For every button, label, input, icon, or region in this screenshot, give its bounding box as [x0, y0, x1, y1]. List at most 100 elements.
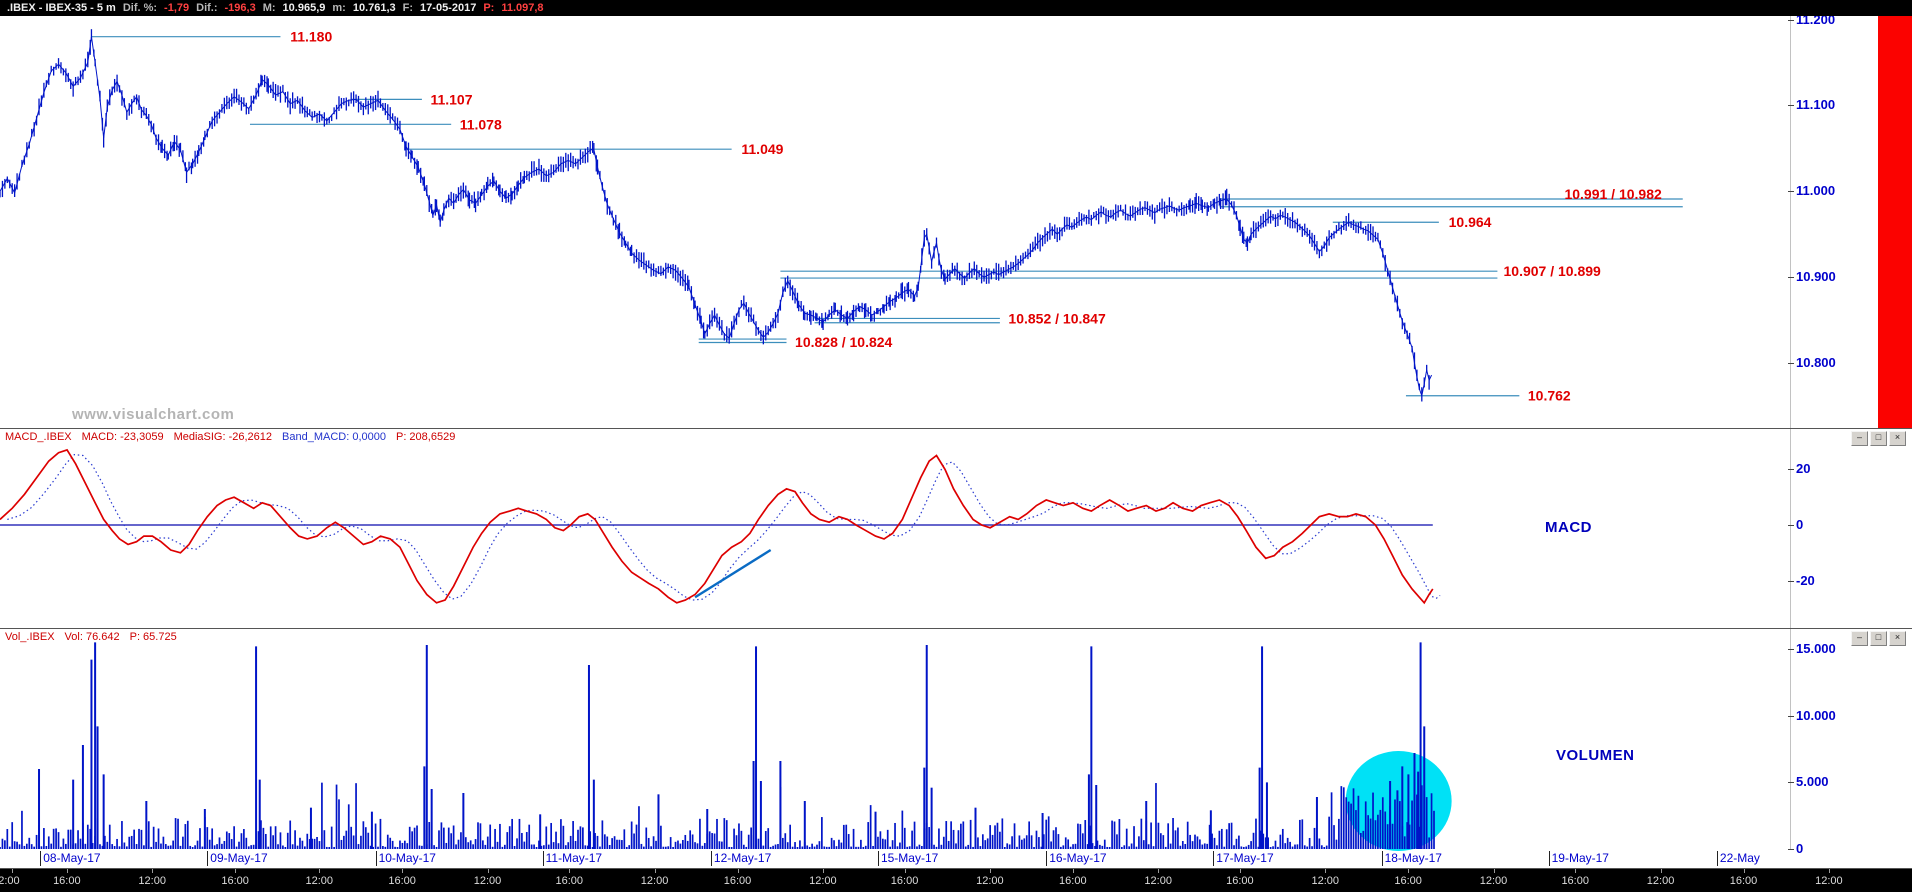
titlebar-field: 10.965,9	[282, 2, 326, 14]
date-label: 17-May-17	[1213, 851, 1274, 866]
level-label[interactable]: 10.852 / 10.847	[1008, 310, 1106, 326]
time-label: 16:00	[1561, 875, 1589, 887]
titlebar-field: Dif.:	[196, 2, 218, 14]
axis-tick	[1788, 715, 1794, 717]
time-tick	[67, 869, 69, 873]
time-label: 12:00	[1144, 875, 1172, 887]
indicator-header-field: Band_MACD: 0,0000	[282, 431, 386, 443]
time-tick	[904, 869, 906, 873]
titlebar-field: Dif. %:	[122, 2, 158, 14]
date-label: 09-May-17	[207, 851, 268, 866]
time-tick	[402, 869, 404, 873]
level-label[interactable]: 10.991 / 10.982	[1564, 186, 1662, 202]
minimize-icon[interactable]: –	[1851, 431, 1868, 446]
date-label: 19-May-17	[1548, 851, 1609, 866]
price-chart-canvas[interactable]: 11.180 11.107 11.078 11.049 10.991 / 10.982 1…	[0, 16, 1912, 428]
time-tick	[152, 869, 154, 873]
close-icon[interactable]: ×	[1889, 431, 1906, 446]
time-label: 12:00	[1646, 875, 1675, 887]
indicator-header-field: MACD: -23,3059	[81, 431, 164, 443]
axis-label: 10.800	[1796, 355, 1836, 371]
time-tick	[1158, 869, 1160, 873]
axis-label: 20	[1796, 461, 1811, 477]
time-tick	[1325, 869, 1327, 873]
price-scroll-strip[interactable]	[1878, 16, 1912, 428]
price-candles[interactable]	[0, 29, 1433, 402]
time-label: 16:00	[1729, 875, 1758, 887]
indicator-header-field: MACD_.IBEX	[5, 431, 72, 443]
time-tick	[487, 869, 489, 873]
watermark: www.visualchart.com	[72, 406, 235, 423]
maximize-icon[interactable]: □	[1870, 631, 1887, 646]
time-tick	[1493, 869, 1495, 873]
axis-tick	[1788, 277, 1794, 279]
level-label[interactable]: 11.107	[430, 91, 472, 107]
level-label[interactable]: 11.078	[460, 116, 502, 132]
chart-titlebar: .IBEX - IBEX-35 - 5 m Dif. %: -1,79 Dif.: -1…	[0, 0, 1912, 16]
axis-tick	[1788, 782, 1794, 784]
price-axis-line	[1790, 16, 1791, 428]
axis-label: 11.100	[1796, 97, 1836, 113]
titlebar-field: -1,79	[164, 2, 190, 14]
level-label[interactable]: 10.828 / 10.824	[795, 334, 893, 350]
macd-chart-canvas[interactable]	[0, 429, 1912, 629]
indicator-header-field: Vol: 76.642	[64, 631, 120, 643]
time-label: 12:00	[305, 875, 333, 887]
level-label[interactable]: 10.907 / 10.899	[1504, 263, 1602, 279]
level-label[interactable]: 10.964	[1449, 214, 1492, 230]
time-label: 16:00	[221, 875, 249, 887]
date-label: 12-May-17	[710, 851, 771, 866]
indicator-header-field: Vol_.IBEX	[5, 631, 55, 643]
maximize-icon[interactable]: □	[1870, 431, 1887, 446]
date-label: 08-May-17	[40, 851, 101, 866]
time-tick	[990, 869, 992, 873]
date-label: 18-May-17	[1381, 851, 1442, 866]
date-label: 10-May-17	[375, 851, 436, 866]
time-label: 16:00	[890, 875, 919, 887]
price-panel[interactable]: 11.180 11.107 11.078 11.049 10.991 / 10.982 1…	[0, 16, 1912, 428]
indicator-header-field: MediaSIG: -26,2612	[173, 431, 273, 443]
titlebar-field: F:	[402, 2, 414, 14]
time-label: 12:00	[473, 875, 502, 887]
time-label: 16:00	[1226, 875, 1254, 887]
level-label[interactable]: 11.180	[290, 29, 332, 45]
axis-tick	[1788, 649, 1794, 650]
axis-tick	[1788, 19, 1794, 21]
time-tick	[1829, 869, 1831, 873]
time-label: 2:00	[0, 875, 20, 887]
time-tick	[319, 869, 321, 873]
time-label: 12:00	[1479, 875, 1508, 887]
time-label: 16:00	[53, 875, 81, 887]
level-label[interactable]: 10.762	[1528, 388, 1571, 404]
axis-label: 0	[1796, 841, 1804, 856]
macd-trendline[interactable]	[694, 549, 772, 599]
date-label: 11-May-17	[542, 851, 602, 866]
macd-axis-line	[1790, 429, 1791, 629]
time-label: 12:00	[1311, 875, 1339, 887]
titlebar-field: 11.097,8	[501, 2, 544, 14]
time-tick	[1575, 869, 1577, 873]
minimize-icon[interactable]: –	[1851, 631, 1868, 646]
time-label: 16:00	[555, 875, 583, 887]
titlebar-field: M:	[262, 2, 276, 14]
macd-panel[interactable]: MACD_.IBEX MACD: -23,3059 MediaSIG: -26,26…	[0, 428, 1912, 629]
axis-label: 10.900	[1796, 269, 1836, 285]
time-tick	[569, 869, 571, 873]
volume-indicator-label: VOLUMEN	[1556, 747, 1635, 764]
support-resistance-lines[interactable]	[91, 36, 1683, 397]
time-label: 16:00	[723, 875, 752, 887]
volume-axis-line	[1790, 629, 1791, 849]
axis-label: 0	[1796, 517, 1804, 532]
time-tick	[654, 869, 656, 873]
time-tick	[1408, 869, 1410, 873]
volume-chart-canvas[interactable]	[0, 629, 1912, 869]
axis-label: 10.000	[1796, 707, 1836, 723]
time-label: 12:00	[809, 875, 837, 887]
time-label: 12:00	[640, 875, 669, 887]
time-label: 16:00	[1059, 875, 1087, 887]
level-label[interactable]: 11.049	[741, 141, 783, 157]
close-icon[interactable]: ×	[1889, 631, 1906, 646]
volume-panel[interactable]: Vol_.IBEX Vol: 76.642 P: 65.725 – □ × VOLUME…	[0, 628, 1912, 869]
time-tick	[1743, 869, 1745, 873]
